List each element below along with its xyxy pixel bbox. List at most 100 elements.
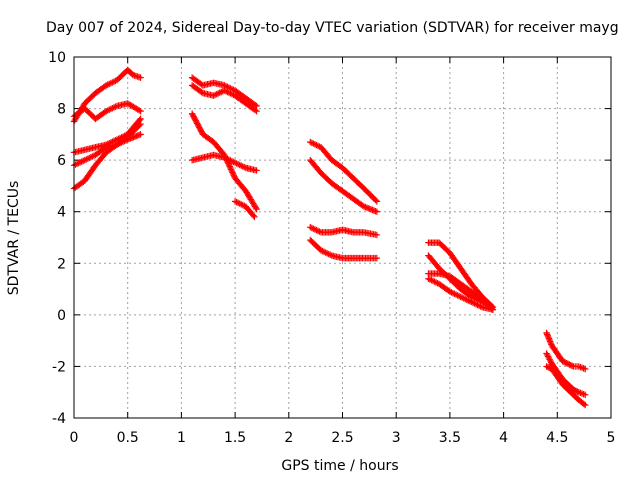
series-seg-a2: [70, 100, 144, 123]
data-point: [137, 107, 144, 115]
data-point: [252, 204, 259, 211]
data-point: [226, 163, 233, 170]
x-tick-label: 2.5: [331, 430, 353, 446]
y-tick-label: 0: [57, 308, 66, 324]
data-point: [253, 167, 260, 174]
grid-lines: [74, 57, 611, 418]
data-point: [191, 114, 198, 122]
data-point: [251, 213, 258, 221]
data-point: [227, 166, 235, 173]
data-point: [192, 117, 199, 124]
data-point: [223, 157, 231, 164]
data-point: [196, 124, 203, 131]
y-tick-label: 8: [57, 102, 66, 118]
x-tick-label: 5: [607, 430, 616, 446]
data-point: [194, 121, 202, 128]
data-point: [373, 198, 381, 205]
y-tick-label: 2: [57, 256, 66, 272]
x-tick-label: 3.5: [439, 430, 461, 446]
data-point: [193, 118, 200, 126]
data-point: [230, 172, 237, 179]
data-point: [195, 122, 202, 130]
x-tick-labels: 0 0.5 1 1.5 2 2.5 3 3.5 4 4.5 5: [70, 430, 616, 446]
series-seg-b2: [188, 82, 260, 115]
data-point: [582, 401, 589, 409]
data-point: [188, 110, 196, 117]
data-point: [227, 164, 234, 172]
data-point: [228, 167, 235, 175]
data-point: [574, 388, 581, 395]
series-seg-a1: [70, 66, 144, 125]
data-point: [373, 254, 381, 262]
chart-title: Day 007 of 2024, Sidereal Day-to-day VTE…: [46, 20, 619, 36]
series-seg-e1: [543, 329, 589, 373]
data-point: [229, 169, 236, 176]
plot-frame: [73, 56, 612, 419]
series-seg-c3: [307, 223, 381, 239]
data-point: [582, 391, 589, 398]
data-point: [101, 145, 109, 152]
data-point: [373, 231, 381, 239]
data-point: [137, 120, 144, 128]
x-tick-label: 3: [392, 430, 401, 446]
series-seg-d1: [425, 239, 497, 311]
x-tick-label: 4.5: [546, 430, 568, 446]
data-point: [372, 197, 379, 204]
y-tick-labels: -4 -2 0 2 4 6 8 10: [48, 50, 66, 427]
data-point: [137, 74, 144, 81]
y-tick-label: 10: [48, 50, 66, 66]
x-tick-label: 1: [177, 430, 186, 446]
data-point: [224, 159, 231, 166]
series-seg-d4: [425, 275, 497, 313]
data-point: [197, 127, 204, 134]
x-tick-label: 2: [284, 430, 293, 446]
series-seg-b1: [188, 74, 260, 110]
x-tick-label: 1.5: [224, 430, 246, 446]
data-point: [225, 160, 232, 167]
y-tick-label: 4: [57, 205, 66, 221]
series-seg-b5: [231, 198, 258, 221]
y-tick-label: -2: [52, 359, 66, 375]
data-point: [582, 365, 589, 373]
series-seg-d3: [425, 270, 497, 313]
series-seg-c4: [307, 236, 381, 262]
data-point: [198, 88, 205, 96]
data-point: [190, 113, 197, 120]
series-seg-c1: [307, 138, 381, 205]
data-point: [136, 122, 143, 129]
data-point: [253, 107, 260, 115]
data-points: [70, 66, 589, 409]
data-point: [191, 116, 199, 123]
data-point: [489, 306, 497, 313]
data-point: [135, 107, 143, 114]
data-point: [137, 131, 144, 138]
data-point: [229, 170, 237, 178]
data-point: [252, 106, 259, 114]
data-point: [223, 156, 230, 163]
data-point: [373, 208, 381, 215]
data-point: [578, 364, 586, 371]
series-seg-e3: [543, 363, 589, 409]
data-point: [189, 111, 197, 119]
x-tick-label: 4: [499, 430, 508, 446]
series-seg-e2: [543, 350, 589, 398]
x-axis-label: GPS time / hours: [281, 458, 398, 474]
data-point: [250, 212, 257, 219]
data-point: [221, 153, 229, 160]
x-tick-label: 0.5: [117, 430, 139, 446]
data-point: [193, 120, 201, 127]
data-point: [580, 400, 588, 408]
series-seg-b3: [188, 151, 260, 174]
data-point: [196, 125, 204, 133]
data-point: [221, 151, 228, 159]
y-axis-label: SDTVAR / TECUs: [6, 181, 22, 296]
data-point: [222, 154, 229, 162]
series-seg-b4: [188, 110, 260, 213]
y-tick-label: -4: [52, 411, 66, 427]
data-point: [225, 161, 233, 169]
series-seg-c2: [307, 156, 381, 215]
x-tick-label: 0: [70, 430, 79, 446]
data-point: [253, 205, 260, 213]
data-point: [198, 128, 205, 135]
